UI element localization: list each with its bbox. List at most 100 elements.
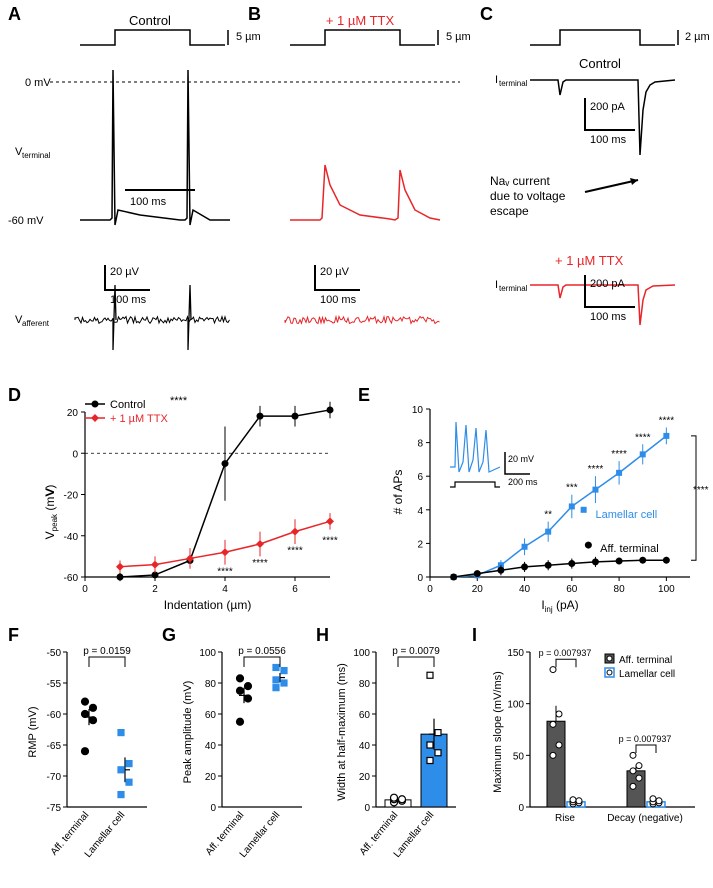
nav-text1: Naᵥ current (490, 174, 551, 188)
svg-text:100: 100 (658, 584, 675, 595)
svg-text:Decay (negative): Decay (negative) (607, 813, 683, 824)
svg-text:40: 40 (205, 741, 217, 752)
panel-b-title: + 1 µM TTX (326, 13, 395, 28)
svg-text:60: 60 (205, 710, 217, 721)
c-scale-ms1: 100 ms (590, 134, 627, 146)
panel-a-step-scale: 5 µm (236, 31, 261, 43)
svg-text:****: **** (611, 449, 627, 460)
svg-text:****: **** (170, 395, 188, 407)
svg-text:0: 0 (364, 803, 370, 814)
svg-text:6: 6 (292, 584, 298, 595)
svg-text:60: 60 (359, 710, 371, 721)
svg-text:100: 100 (507, 700, 524, 711)
panel-h-label: H (316, 625, 329, 646)
svg-text:****: **** (588, 464, 604, 475)
zero-mv-label: 0 mV (25, 77, 51, 89)
svg-text:0: 0 (82, 584, 88, 595)
svg-text:RMP (mV): RMP (mV) (27, 706, 39, 757)
svg-text:40: 40 (519, 584, 531, 595)
svg-text:2: 2 (152, 584, 158, 595)
svg-text:-75: -75 (47, 803, 62, 814)
svg-text:***: *** (566, 483, 578, 494)
c-scale-pa2: 200 pA (590, 278, 626, 290)
svg-text:p = 0.007937: p = 0.007937 (539, 648, 592, 658)
svg-text:80: 80 (205, 679, 217, 690)
panel-d-label: D (8, 385, 21, 406)
svg-text:8: 8 (417, 439, 423, 450)
svg-text:20: 20 (359, 772, 371, 783)
panel-e-label: E (358, 385, 370, 406)
svg-text:40: 40 (359, 741, 371, 752)
panel-b-step-scale: 5 µm (446, 31, 471, 43)
svg-text:Maximum slope (mV/ms): Maximum slope (mV/ms) (492, 671, 504, 793)
c-scale-pa1: 200 pA (590, 101, 626, 113)
panel-f-svg: -75-70-65-60-55-50RMP (mV)p = 0.0159Aff.… (25, 632, 160, 882)
svg-text:Aff. terminal: Aff. terminal (619, 655, 672, 666)
svg-text:Lamellar cell: Lamellar cell (595, 509, 657, 521)
c-ttx-label: + 1 µM TTX (555, 253, 624, 268)
svg-text:-65: -65 (47, 741, 62, 752)
svg-text:p = 0.0556: p = 0.0556 (238, 646, 286, 657)
panel-a-label: A (8, 4, 21, 25)
nav-text2: due to voltage (490, 189, 566, 203)
svg-text:Width at half-maximum (ms): Width at half-maximum (ms) (336, 663, 348, 801)
vterminal-sub: terminal (22, 151, 51, 160)
svg-text:****: **** (693, 485, 709, 496)
vafferent-sub: afferent (22, 319, 50, 328)
svg-text:20: 20 (67, 408, 79, 419)
panel-d-svg: -60-40-200200246VVpeak (mV)Indentation (… (40, 392, 340, 617)
svg-text:****: **** (659, 415, 675, 426)
iterminal-c2-sub: terminal (499, 284, 528, 293)
svg-text:****: **** (322, 535, 338, 546)
panel-i-svg: 0 50 100 150 Maximum slope (mV/ms) p = 0.0079… (490, 632, 705, 882)
svg-text:Vpeak (mV): Vpeak (mV) (43, 485, 59, 540)
panel-a-svg: Control 5 µm 0 mV V terminal -60 mV 100 … (30, 10, 245, 360)
svg-text:4: 4 (417, 506, 423, 517)
svg-text:p = 0.0079: p = 0.0079 (392, 646, 440, 657)
panel-f-label: F (8, 625, 19, 646)
svg-text:20 mV: 20 mV (508, 454, 534, 464)
svg-text:****: **** (217, 566, 233, 577)
svg-text:4: 4 (222, 584, 228, 595)
iterminal-c2: I (495, 279, 498, 291)
svg-text:80: 80 (359, 679, 371, 690)
svg-text:****: **** (287, 546, 303, 557)
svg-text:0: 0 (72, 449, 78, 460)
svg-text:2: 2 (417, 539, 423, 550)
aff-scale-v: 20 µV (110, 266, 140, 278)
panel-a-title: Control (129, 13, 171, 28)
svg-text:6: 6 (417, 472, 423, 483)
svg-text:Rise: Rise (555, 813, 575, 824)
svg-text:-55: -55 (47, 679, 62, 690)
svg-text:50: 50 (513, 751, 525, 762)
aff-b-scale-t: 100 ms (320, 294, 357, 306)
panel-a-main-scale: 100 ms (130, 196, 167, 208)
svg-text:+ 1 µM TTX: + 1 µM TTX (110, 413, 168, 425)
svg-text:-60: -60 (47, 710, 62, 721)
svg-text:100: 100 (199, 648, 216, 659)
svg-text:0: 0 (427, 584, 433, 595)
svg-text:20: 20 (472, 584, 484, 595)
svg-text:**: ** (544, 510, 552, 521)
svg-text:Peak amplitude (mV): Peak amplitude (mV) (182, 681, 194, 784)
panel-c-svg: 2 µm Control I terminal 200 pA 100 ms Na… (490, 10, 705, 360)
svg-text:Indentation (µm): Indentation (µm) (164, 598, 252, 612)
nav-text3: escape (490, 204, 529, 218)
svg-text:-40: -40 (64, 532, 79, 543)
svg-text:0: 0 (210, 803, 216, 814)
svg-text:****: **** (252, 558, 268, 569)
panel-h-svg: 0 20 40 60 80 100 Width at half-maximum (ms) p … (334, 632, 469, 882)
svg-text:# of APs: # of APs (391, 470, 405, 515)
figure-container: A Control 5 µm 0 mV V terminal -60 mV 10… (0, 0, 713, 888)
svg-text:-50: -50 (47, 648, 62, 659)
iterminal-c1-sub: terminal (499, 79, 528, 88)
svg-text:Control: Control (110, 399, 145, 411)
c-scale-ms2: 100 ms (590, 311, 627, 323)
svg-text:150: 150 (507, 648, 524, 659)
svg-text:0: 0 (518, 803, 524, 814)
svg-text:p = 0.0159: p = 0.0159 (83, 646, 131, 657)
panel-g-svg: 020406080100Peak amplitude (mV)p = 0.055… (180, 632, 315, 882)
resting-label: -60 mV (8, 215, 44, 227)
svg-text:100: 100 (353, 648, 370, 659)
svg-text:80: 80 (614, 584, 626, 595)
